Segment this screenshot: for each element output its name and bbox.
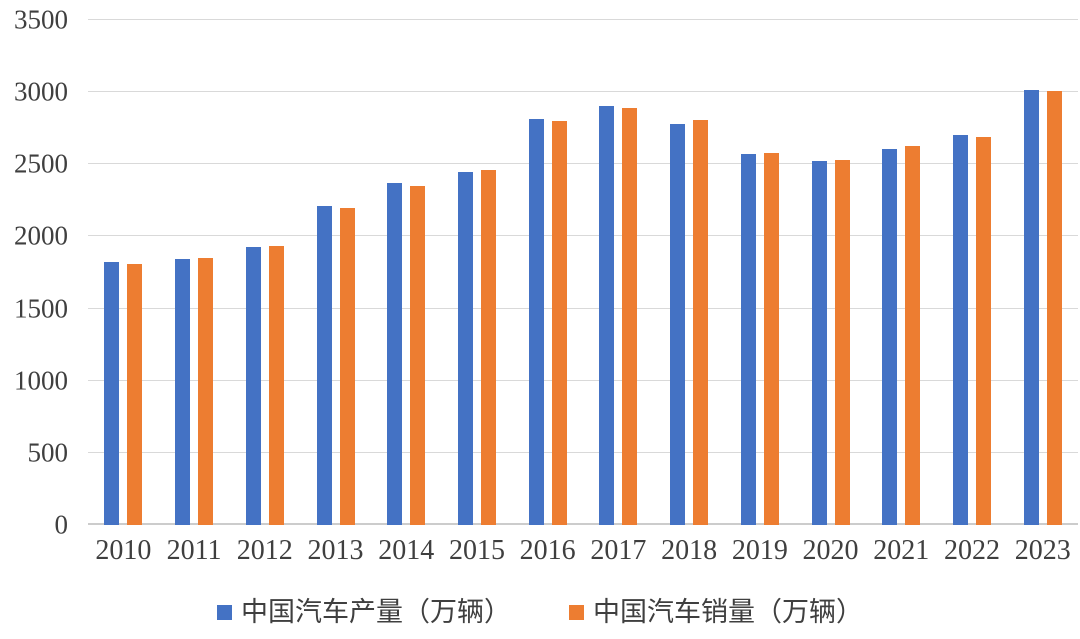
bar-sales-2016: [551, 120, 567, 525]
legend-label-sales: 中国汽车销量（万辆）: [593, 597, 863, 627]
bar-sales-2012: [268, 246, 284, 525]
bar-sales-2022: [975, 137, 991, 525]
x-tick-label-2010: 2010: [95, 535, 152, 566]
legend-swatch-sales-icon: [569, 604, 584, 620]
bar-group-2012: [229, 20, 300, 525]
bar-production-2016: [528, 119, 544, 525]
y-tick-label-0: 0: [54, 509, 69, 540]
bar-sales-2023: [1046, 90, 1062, 525]
gridlines: [88, 19, 1078, 525]
bar-production-2015: [457, 171, 473, 525]
x-tick-label-2020: 2020: [802, 535, 859, 566]
bar-group-2015: [442, 20, 513, 525]
gridline-1500: [88, 307, 1078, 309]
bar-group-2016: [512, 20, 583, 525]
x-tick-label-2011: 2011: [166, 535, 222, 566]
bar-group-2017: [583, 20, 654, 525]
x-tick-label-2021: 2021: [873, 535, 930, 566]
bar-production-2010: [104, 261, 120, 525]
bar-group-2020: [795, 20, 866, 525]
legend: 中国汽车产量（万辆） 中国汽车销量（万辆）: [0, 596, 1080, 628]
gridline-500: [88, 451, 1078, 453]
x-tick-label-2016: 2016: [519, 535, 576, 566]
x-tick-label-2013: 2013: [307, 535, 364, 566]
bar-sales-2015: [480, 170, 496, 525]
y-tick-label-3500: 3500: [14, 4, 68, 35]
x-tick-label-2019: 2019: [731, 535, 788, 566]
bar-group-2013: [300, 20, 371, 525]
x-tick-label-2018: 2018: [661, 535, 718, 566]
y-axis: 0 500 1000 1500 2000 2500 3000 3500: [0, 6, 70, 538]
x-tick-label-2022: 2022: [943, 535, 1000, 566]
bar-group-2023: [1007, 20, 1078, 525]
x-axis-line: [88, 523, 1078, 525]
gridline-3500: [88, 19, 1078, 20]
legend-label-production: 中国汽车产量（万辆）: [241, 597, 511, 627]
bar-sales-2011: [198, 257, 214, 525]
bar-production-2022: [952, 135, 968, 525]
bar-production-2017: [599, 106, 615, 525]
bar-sales-2020: [834, 159, 850, 525]
bar-production-2011: [175, 259, 191, 525]
x-tick-label-2023: 2023: [1014, 535, 1071, 566]
bar-production-2018: [670, 123, 686, 525]
gridline-3000: [88, 91, 1078, 93]
gridline-2000: [88, 235, 1078, 237]
x-tick-label-2012: 2012: [236, 535, 293, 566]
bar-sales-2010: [127, 264, 143, 525]
y-tick-label-500: 500: [27, 437, 69, 468]
x-axis: 2010 2011 2012 2013 2014 2015 2016 2017 2018 2019…: [88, 533, 1078, 569]
bar-group-2021: [866, 20, 937, 525]
bar-groups: [88, 20, 1078, 525]
bar-group-2019: [724, 20, 795, 525]
bar-sales-2018: [693, 119, 709, 525]
bar-production-2014: [387, 182, 403, 525]
bar-group-2010: [88, 20, 159, 525]
y-tick-label-1000: 1000: [14, 365, 68, 396]
y-tick-label-3000: 3000: [14, 76, 68, 107]
bar-sales-2013: [339, 207, 355, 525]
x-tick-label-2017: 2017: [590, 535, 647, 566]
x-tick-label-2015: 2015: [448, 535, 505, 566]
y-tick-label-2000: 2000: [14, 220, 68, 251]
bar-production-2013: [316, 205, 332, 525]
x-tick-label-2014: 2014: [378, 535, 435, 566]
y-tick-label-1500: 1500: [14, 293, 68, 324]
bar-sales-2019: [763, 153, 779, 525]
bar-production-2012: [245, 246, 261, 525]
legend-swatch-production-icon: [217, 604, 232, 620]
bar-sales-2014: [410, 186, 426, 525]
bar-production-2019: [740, 153, 756, 525]
bar-group-2018: [654, 20, 725, 525]
y-tick-label-2500: 2500: [14, 148, 68, 179]
bar-group-2022: [937, 20, 1008, 525]
legend-item-sales: 中国汽车销量（万辆）: [569, 596, 863, 628]
bar-group-2014: [371, 20, 442, 525]
bar-sales-2021: [905, 145, 921, 525]
gridline-1000: [88, 379, 1078, 381]
bar-group-2011: [159, 20, 230, 525]
bar-production-2023: [1023, 89, 1039, 525]
gridline-2500: [88, 163, 1078, 165]
plot-area: [88, 19, 1078, 525]
legend-item-production: 中国汽车产量（万辆）: [217, 596, 511, 628]
bar-production-2020: [811, 160, 827, 525]
bar-production-2021: [882, 148, 898, 525]
bar-sales-2017: [622, 108, 638, 525]
